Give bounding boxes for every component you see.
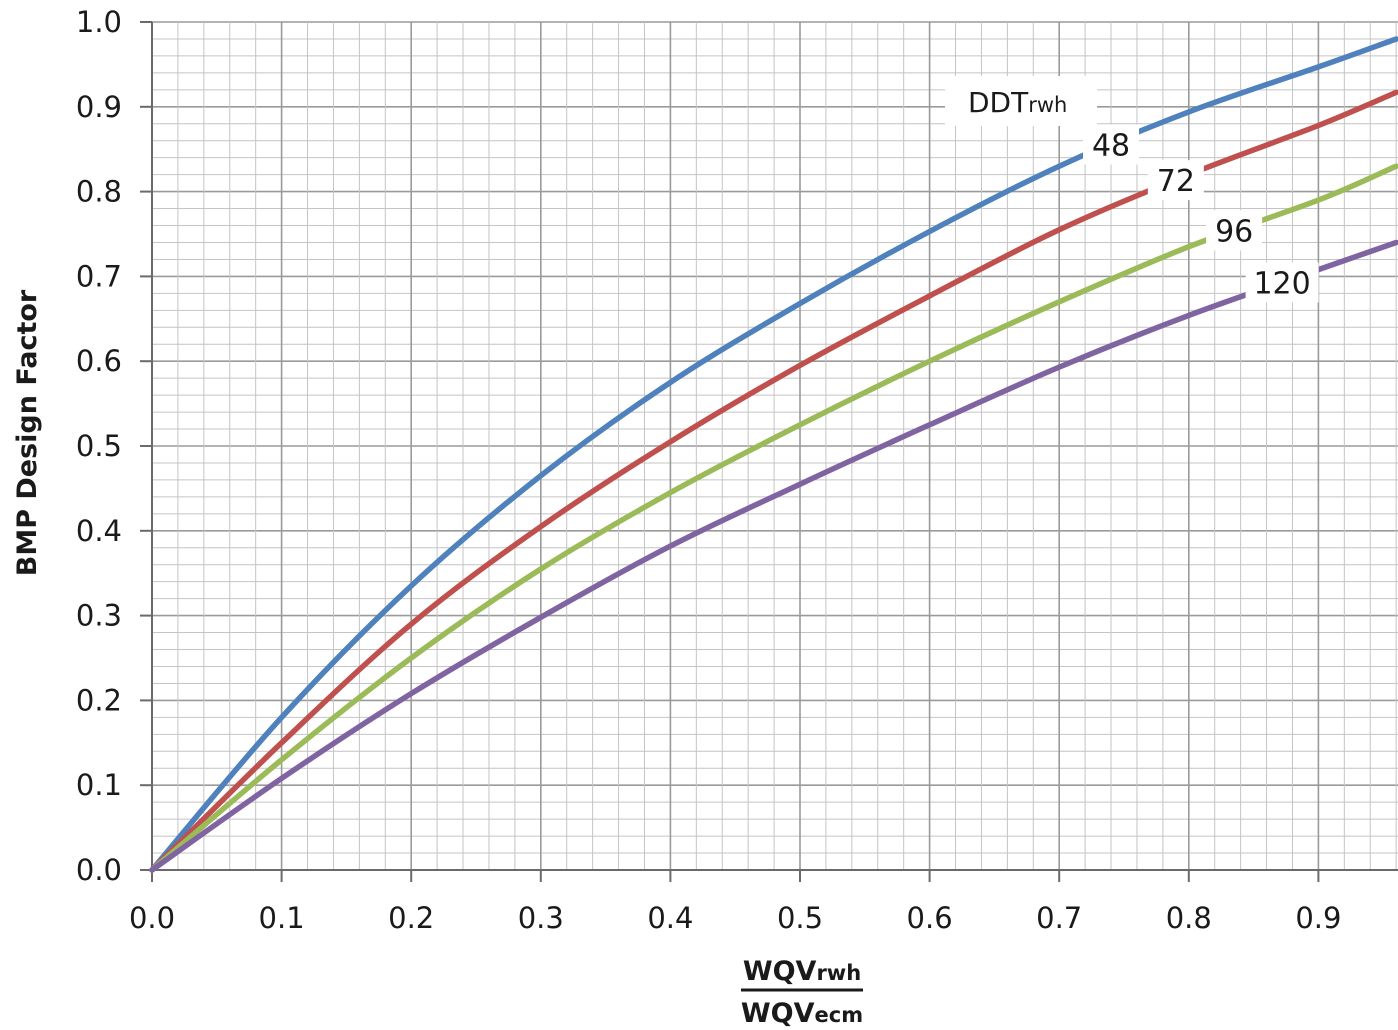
y-tick-label: 0.4	[76, 514, 122, 548]
series-line-120	[149, 239, 1398, 873]
series-label-background	[1147, 160, 1204, 201]
x-tick-label: 0.5	[777, 901, 823, 935]
x-axis-label: WQVrwh WQVecm	[741, 956, 863, 1029]
series-line-96	[149, 163, 1398, 873]
y-tick-label: 0.7	[76, 259, 122, 293]
series-label-background	[1206, 210, 1263, 251]
series-label-text: 72	[1157, 164, 1195, 199]
series-label-48: 48	[1083, 124, 1140, 165]
y-tick-label: 0.6	[76, 344, 122, 378]
x-tick-labels: 0.0 0.1 0.2 0.3 0.4 0.5 0.6 0.7 0.8 0.9	[129, 901, 1342, 935]
y-tick-label: 0.0	[76, 853, 122, 887]
x-tick-label: 0.4	[647, 901, 693, 935]
legend-title: DDTrwh	[945, 76, 1097, 126]
series-label-text: 48	[1092, 128, 1130, 163]
y-tick-label: 0.3	[76, 599, 122, 633]
x-tick-label: 0.6	[907, 901, 953, 935]
series-label-background	[1083, 124, 1140, 165]
x-tick-label: 0.8	[1166, 901, 1212, 935]
x-tick-label: 0.2	[388, 901, 434, 935]
legend-title-background	[945, 76, 1097, 126]
x-axis-label-numerator: WQVrwh	[743, 956, 861, 987]
y-tick-label: 0.1	[76, 768, 122, 802]
chart-grid	[151, 21, 1398, 871]
x-axis-label-denominator: WQVecm	[741, 998, 863, 1029]
x-tick-label: 0.7	[1036, 901, 1082, 935]
series-label-120: 120	[1245, 262, 1319, 303]
y-tick-label: 0.8	[76, 175, 122, 209]
y-tick-label: 0.9	[76, 90, 122, 124]
series-label-96: 96	[1206, 210, 1263, 251]
y-tick-label: 0.2	[76, 683, 122, 717]
series-label-text: 96	[1215, 214, 1253, 249]
y-tick-labels: 0.0 0.1 0.2 0.3 0.4 0.5 0.6 0.7 0.8 0.9 1.0	[76, 5, 122, 887]
x-tick-label: 0.1	[259, 901, 305, 935]
y-tick-label: 1.0	[76, 5, 122, 39]
x-tick-label: 0.9	[1295, 901, 1341, 935]
series-label-72: 72	[1147, 160, 1204, 201]
x-tick-label: 0.3	[518, 901, 564, 935]
series-label-background	[1245, 262, 1319, 303]
chart-axes	[140, 21, 1398, 882]
series-label-text: 120	[1253, 266, 1310, 301]
legend-title-text: DDTrwh	[968, 86, 1067, 119]
x-tick-label: 0.0	[129, 901, 175, 935]
y-axis-label: BMP Design Factor	[12, 289, 43, 576]
y-tick-label: 0.5	[76, 429, 122, 463]
series-line-48	[149, 36, 1398, 873]
